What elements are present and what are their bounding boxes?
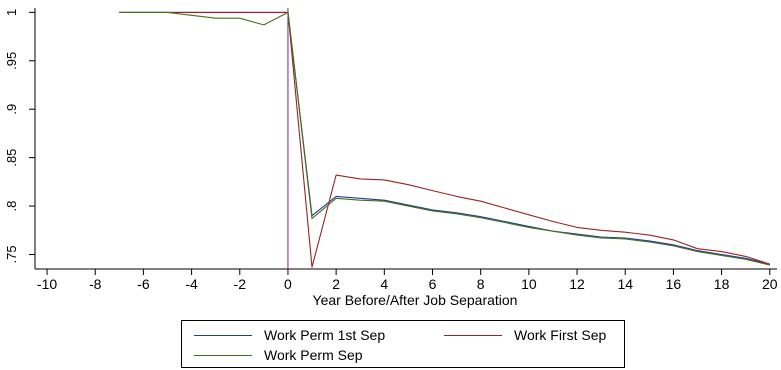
x-tick-label: -4 xyxy=(185,276,198,292)
x-tick-label: -10 xyxy=(37,276,57,292)
legend: Work Perm 1st Sep Work First Sep Work Pe… xyxy=(181,320,625,368)
x-tick-label: -2 xyxy=(234,276,247,292)
x-tick-label: 0 xyxy=(284,276,292,292)
x-tick-label: 8 xyxy=(477,276,485,292)
line-chart: .75 .8 .85 .9 .95 1 -10 -8 -6 -4 -2 0 2 4 6 8 10 12 14 16 18… xyxy=(4,8,778,308)
x-tick-label: -8 xyxy=(89,276,102,292)
series-lines xyxy=(119,11,770,268)
legend-swatch-series-3 xyxy=(194,354,252,356)
legend-label-series-3: Work Perm Sep xyxy=(264,347,363,363)
x-tick-label: 20 xyxy=(762,276,778,292)
x-tick-label: -6 xyxy=(137,276,150,292)
x-tick-label: 12 xyxy=(569,276,585,292)
legend-label-series-2: Work First Sep xyxy=(514,327,607,343)
x-axis-label: Year Before/After Job Separation xyxy=(313,292,518,308)
x-tick-label: 4 xyxy=(380,276,388,292)
y-tick-label: .75 xyxy=(4,245,19,263)
y-tick-label: .95 xyxy=(4,52,19,70)
legend-label-series-1: Work Perm 1st Sep xyxy=(264,327,386,343)
legend-swatch-series-2 xyxy=(444,334,502,336)
series-line-3 xyxy=(119,11,770,266)
legend-item-series-3: Work Perm Sep xyxy=(194,345,363,365)
legend-item-series-1: Work Perm 1st Sep xyxy=(194,325,385,345)
x-tick-label: 18 xyxy=(714,276,730,292)
x-tick-label: 6 xyxy=(429,276,437,292)
y-tick-label: .85 xyxy=(4,149,19,167)
legend-swatch-series-1 xyxy=(194,334,252,336)
series-line-1 xyxy=(119,11,770,265)
series-line-2 xyxy=(119,11,770,268)
y-tick-label: 1 xyxy=(4,9,19,16)
x-tick-label: 16 xyxy=(666,276,682,292)
y-tick-label: .9 xyxy=(4,104,19,115)
legend-item-series-2: Work First Sep xyxy=(444,325,606,345)
x-tick-label: 10 xyxy=(521,276,537,292)
x-tick-label: 2 xyxy=(332,276,340,292)
x-tick-label: 14 xyxy=(617,276,633,292)
y-tick-label: .8 xyxy=(4,201,19,212)
axes: .75 .8 .85 .9 .95 1 -10 -8 -6 -4 -2 0 2 4 6 8 10 12 14 16 18… xyxy=(4,8,778,292)
